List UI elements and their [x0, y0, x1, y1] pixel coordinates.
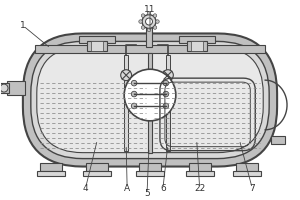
- Circle shape: [139, 20, 142, 23]
- Circle shape: [124, 69, 176, 121]
- Text: 4: 4: [82, 184, 88, 193]
- Text: 11: 11: [144, 5, 156, 14]
- Circle shape: [163, 80, 169, 86]
- Bar: [166, 55, 170, 151]
- Bar: [40, 163, 62, 171]
- Circle shape: [131, 80, 137, 86]
- Bar: [179, 36, 214, 43]
- Bar: [83, 171, 111, 176]
- Bar: [187, 41, 207, 51]
- Bar: [136, 171, 164, 176]
- Bar: [0, 83, 9, 93]
- Circle shape: [162, 70, 173, 81]
- Bar: [7, 81, 25, 95]
- Bar: [86, 163, 108, 171]
- Circle shape: [142, 15, 156, 28]
- Bar: [139, 163, 161, 171]
- Circle shape: [141, 14, 145, 17]
- Circle shape: [163, 103, 169, 109]
- Circle shape: [141, 26, 145, 29]
- Circle shape: [147, 28, 151, 32]
- Bar: [186, 171, 214, 176]
- Text: 22: 22: [194, 184, 205, 193]
- Circle shape: [156, 20, 159, 23]
- FancyBboxPatch shape: [23, 33, 277, 167]
- Bar: [124, 55, 128, 151]
- Bar: [189, 163, 211, 171]
- Bar: [92, 41, 103, 51]
- Text: A: A: [124, 184, 130, 193]
- Bar: [37, 171, 64, 176]
- Bar: [148, 53, 152, 153]
- Text: 1: 1: [20, 21, 26, 30]
- Bar: [233, 171, 261, 176]
- Circle shape: [131, 91, 137, 97]
- Bar: [191, 41, 203, 51]
- Circle shape: [146, 18, 152, 25]
- FancyBboxPatch shape: [31, 41, 269, 159]
- Bar: [236, 163, 258, 171]
- Bar: [87, 41, 107, 51]
- Circle shape: [153, 14, 157, 17]
- Circle shape: [131, 103, 137, 109]
- Circle shape: [153, 26, 157, 29]
- Bar: [271, 136, 285, 144]
- Circle shape: [147, 11, 151, 15]
- FancyBboxPatch shape: [37, 47, 263, 153]
- Bar: [35, 45, 265, 53]
- Circle shape: [0, 84, 8, 92]
- Text: 5: 5: [144, 189, 150, 198]
- Circle shape: [163, 91, 169, 97]
- Bar: [146, 26, 152, 47]
- Bar: [80, 36, 115, 43]
- Text: 7: 7: [249, 184, 255, 193]
- Text: 6: 6: [160, 184, 166, 193]
- Circle shape: [121, 70, 132, 81]
